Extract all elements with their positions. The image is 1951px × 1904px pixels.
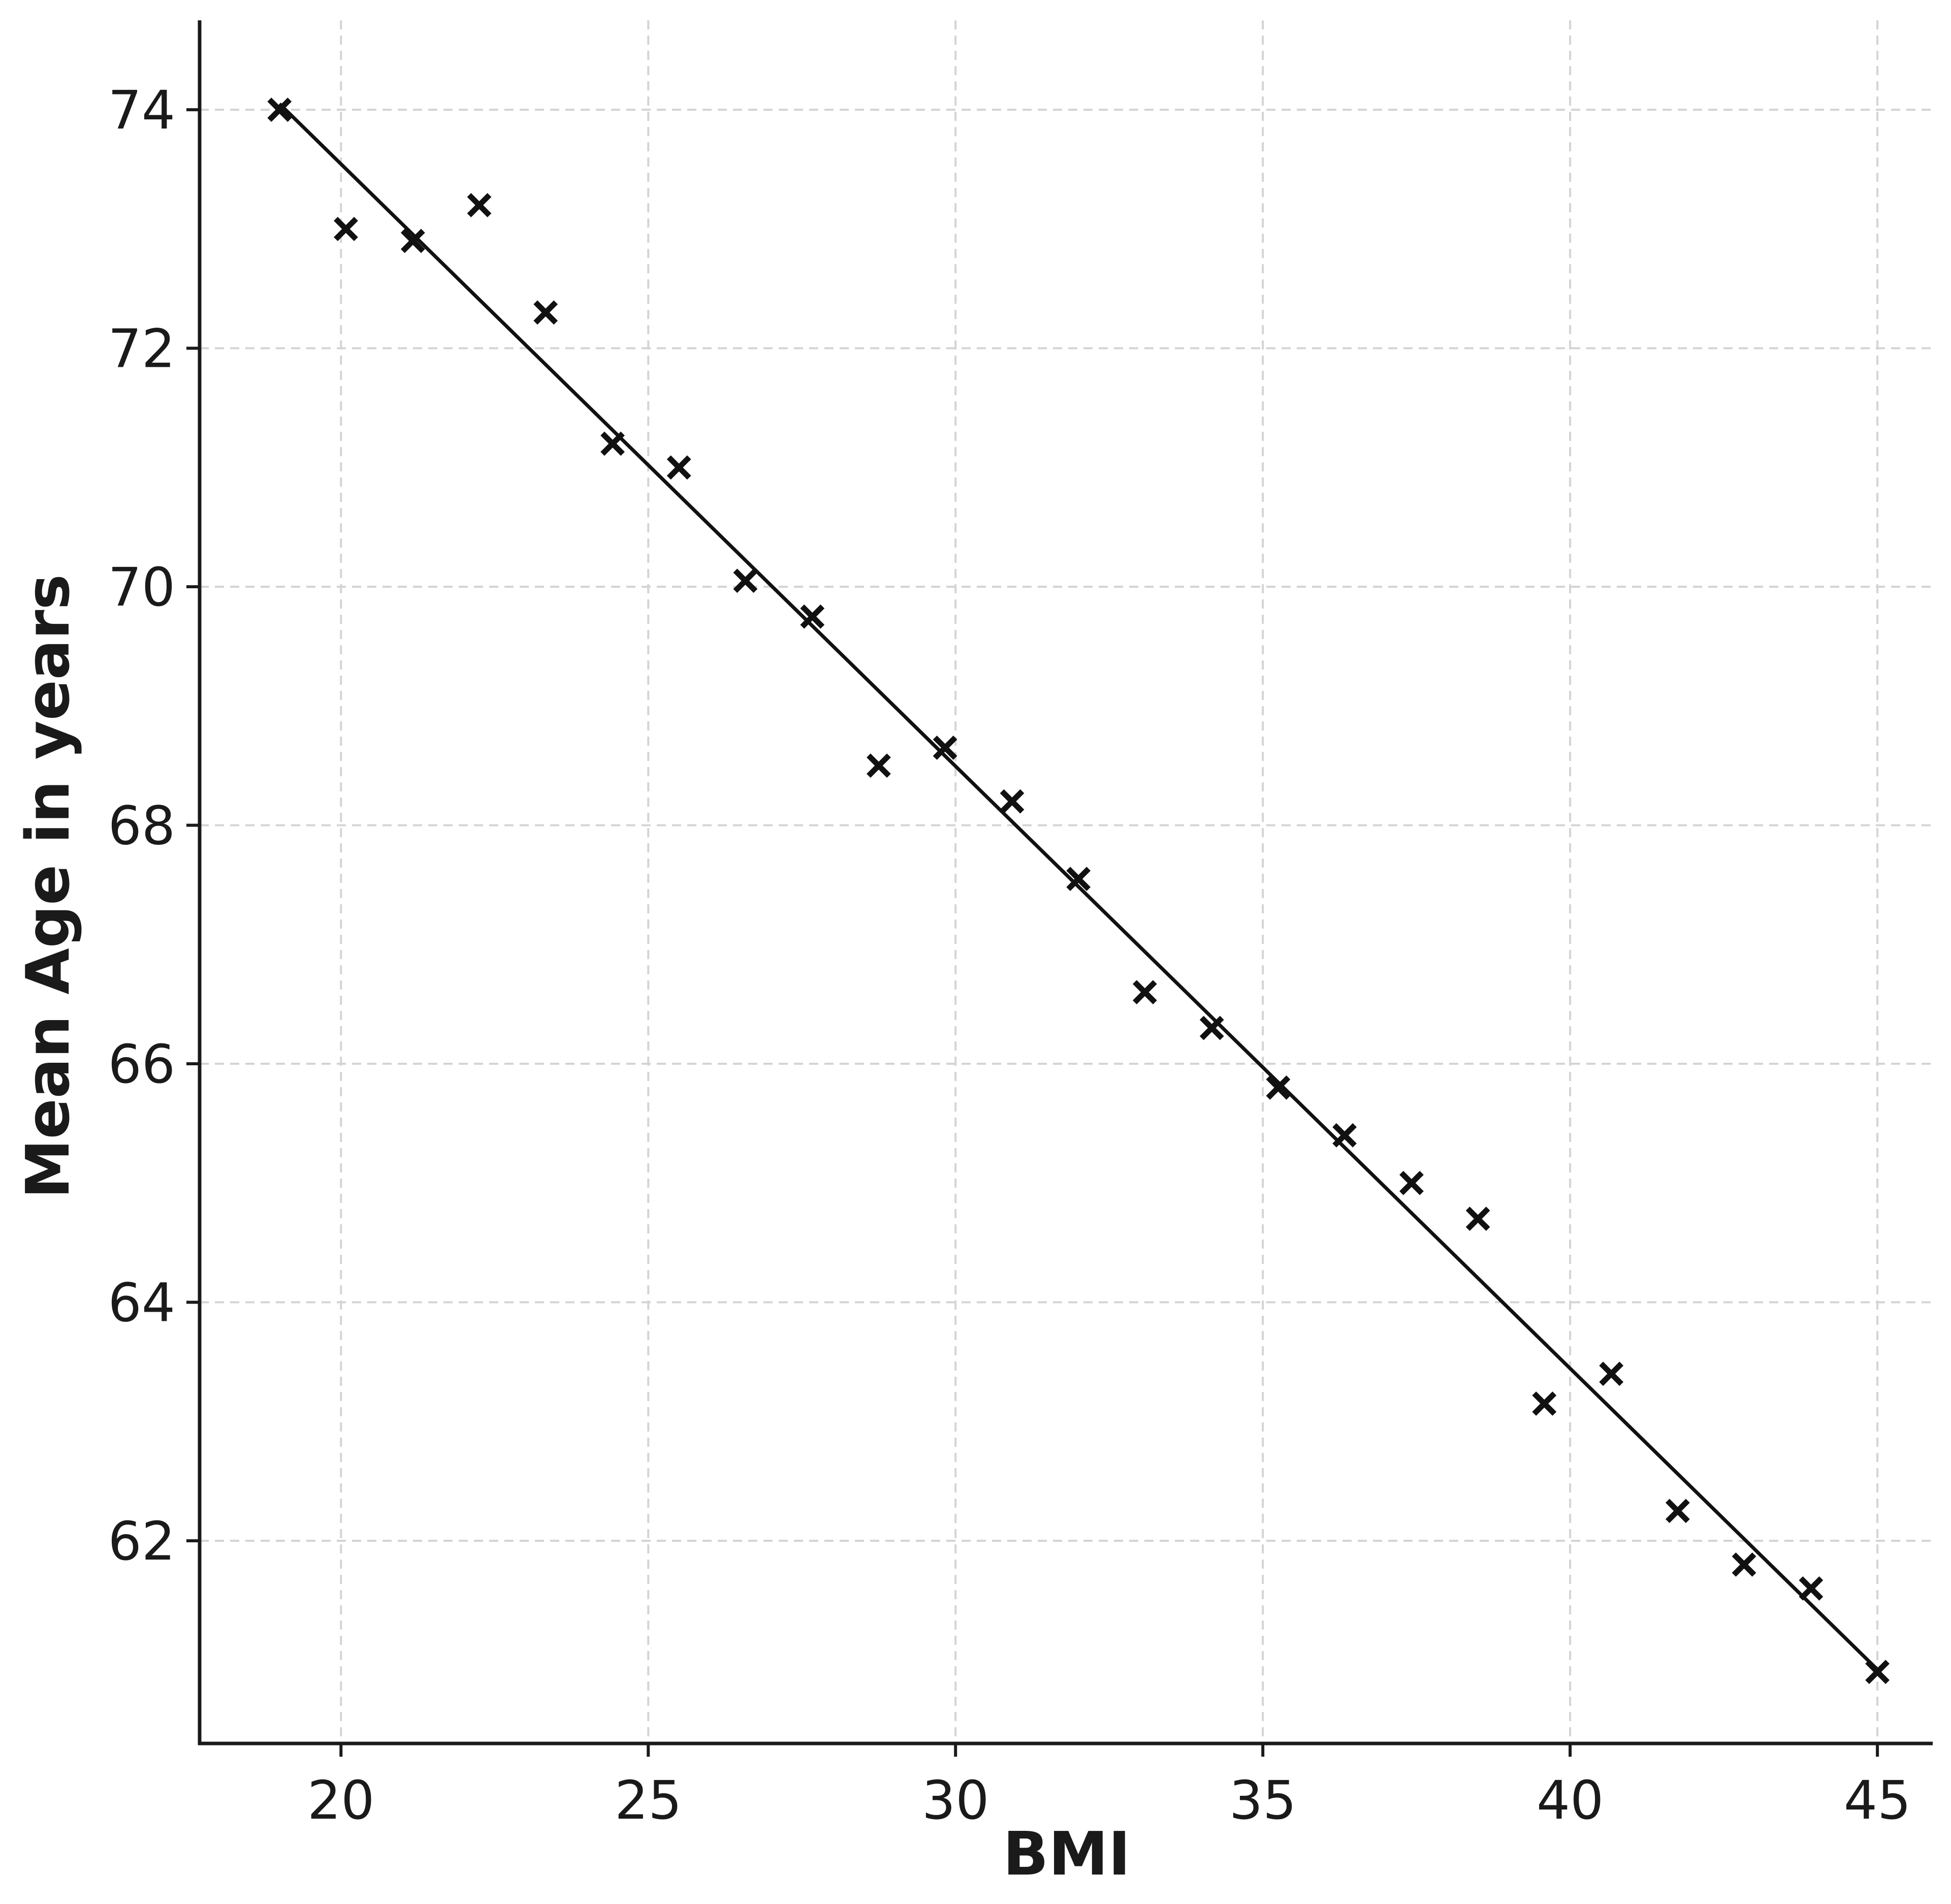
data-point (1266, 1075, 1291, 1100)
data-point (467, 193, 492, 217)
y-tick-label: 64 (108, 1272, 175, 1334)
data-point (1665, 1499, 1690, 1524)
y-tick-label: 68 (108, 795, 175, 856)
data-point (733, 568, 758, 593)
data-markers (267, 98, 1890, 1685)
data-point (600, 431, 625, 456)
data-point (666, 455, 691, 480)
y-tick-label: 70 (108, 556, 175, 618)
x-tick-label: 20 (307, 1769, 374, 1831)
data-point (800, 604, 825, 629)
data-point (1332, 1123, 1357, 1148)
trend-line-group (278, 102, 1879, 1671)
x-tick-label: 35 (1229, 1769, 1296, 1831)
data-point (1132, 980, 1157, 1005)
tick-labels: 20 25 30 35 40 45 62 64 66 68 70 72 74 (108, 79, 1911, 1831)
x-axis-label: BMI (1003, 1819, 1130, 1889)
axes (186, 20, 1933, 1757)
data-point (867, 753, 891, 778)
data-point (1066, 867, 1091, 892)
data-point (533, 300, 558, 325)
data-point (1199, 1016, 1224, 1040)
x-tick-label: 45 (1844, 1769, 1911, 1831)
data-point (1732, 1552, 1756, 1577)
trend-line (278, 102, 1879, 1671)
y-tick-label: 66 (108, 1033, 175, 1095)
data-point (334, 216, 358, 241)
x-tick-label: 25 (615, 1769, 682, 1831)
y-tick-label: 72 (108, 318, 175, 380)
grid-lines (200, 20, 1933, 1743)
y-axis-label: Mean Age in years (13, 574, 83, 1199)
data-point (1000, 789, 1025, 814)
data-point (933, 736, 957, 760)
y-tick-label: 62 (108, 1510, 175, 1572)
data-point (1465, 1207, 1490, 1231)
data-point (1532, 1391, 1557, 1416)
data-point (400, 229, 425, 253)
data-point (1865, 1660, 1890, 1685)
y-tick-label: 74 (108, 79, 175, 141)
data-point (1799, 1576, 1824, 1601)
data-point (1599, 1361, 1624, 1386)
data-point (1399, 1170, 1424, 1195)
x-tick-label: 40 (1537, 1769, 1604, 1831)
data-point (267, 98, 292, 122)
x-tick-label: 30 (922, 1769, 989, 1831)
